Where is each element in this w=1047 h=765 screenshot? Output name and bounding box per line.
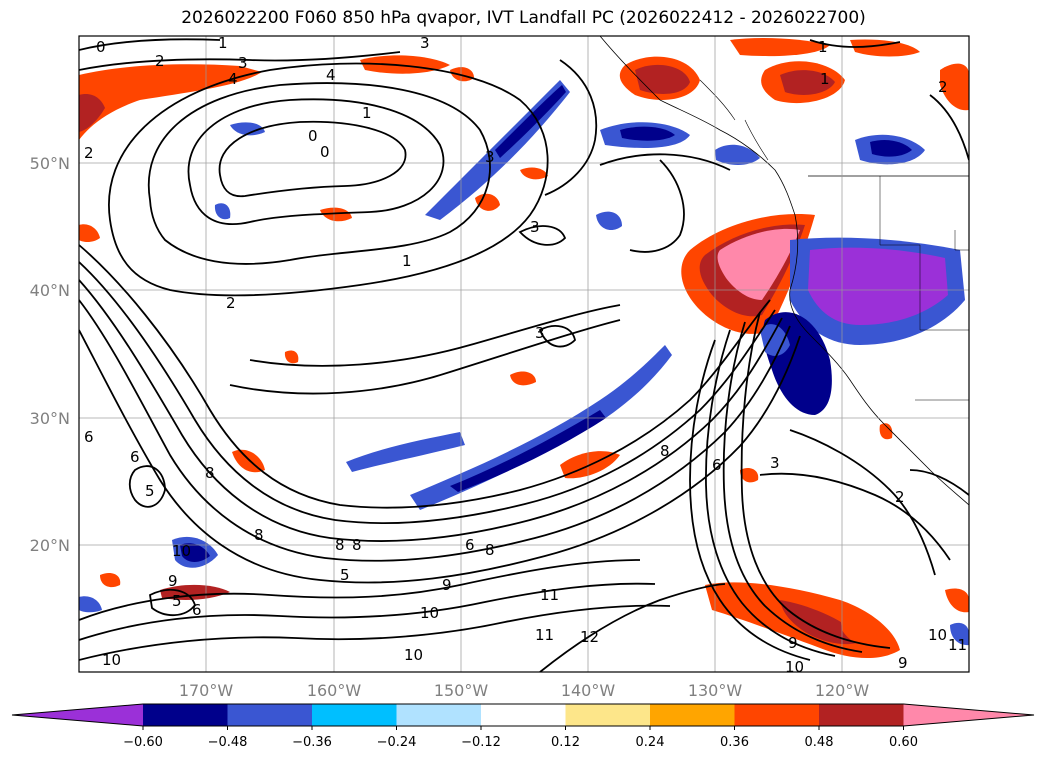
contour-label: 2 (938, 78, 948, 96)
colorbar-tick-label: −0.48 (208, 735, 248, 750)
contour-label: 11 (948, 636, 967, 654)
colorbar-tick-label: 0.60 (889, 735, 918, 750)
colorbar-tick-label: 0.48 (805, 735, 834, 750)
contour-label: 9 (168, 572, 178, 590)
plot-frame (78, 35, 970, 673)
contour-label: 5 (145, 482, 155, 500)
contour-label: 10 (785, 658, 804, 676)
lat-tick-label: 20°N (30, 536, 70, 555)
colorbar-tick-label: 0.24 (636, 735, 665, 750)
contour-label: 3 (485, 148, 495, 166)
lon-tick-label: 130°W (688, 681, 743, 700)
colorbar-bin (312, 704, 397, 726)
contour-label: 2 (226, 294, 236, 312)
colorbar-extend-high (903, 704, 1034, 726)
lat-tick-label: 30°N (30, 409, 70, 428)
lat-tick-label: 50°N (30, 154, 70, 173)
colorbar-bin (481, 704, 566, 726)
colorbar-tick-label: 0.36 (720, 735, 749, 750)
lon-tick-label: 120°W (815, 681, 870, 700)
contour-label: 11 (535, 626, 554, 644)
contour-label: 8 (205, 464, 215, 482)
contour-label: 6 (465, 536, 475, 554)
colorbar-extend-low (12, 704, 143, 726)
contour-label: 10 (172, 542, 191, 560)
contour-label: 11 (540, 586, 559, 604)
longitude-axis: 170°W 160°W 150°W 140°W 130°W 120°W (179, 681, 870, 700)
contour-label: 1 (818, 38, 828, 56)
lon-tick-label: 140°W (561, 681, 616, 700)
colorbar-bin (565, 704, 651, 726)
contour-label: 5 (340, 566, 350, 584)
contour-label: 3 (535, 324, 545, 342)
negative-anomaly-band (410, 345, 672, 510)
contour-label: 1 (820, 70, 830, 88)
colorbar: −0.60 −0.48 −0.36 −0.24 −0.12 0.12 0.24 0.36 0.4… (11, 703, 1035, 750)
contour-label: 12 (580, 628, 599, 646)
colorbar-tick-label: −0.12 (461, 735, 501, 750)
contour-label: 8 (335, 536, 345, 554)
colorbar-bin (734, 704, 820, 726)
contour-labels: 0 1 2 3 4 4 3 1 0 0 2 3 3 1 2 3 1 2 1 6 … (84, 34, 967, 676)
contour-label: 9 (442, 576, 452, 594)
contour-label: 3 (770, 454, 780, 472)
gridlines (79, 36, 969, 672)
lon-tick-label: 150°W (434, 681, 489, 700)
colorbar-tick-label: −0.24 (377, 735, 417, 750)
contour-label: 8 (660, 442, 670, 460)
contour-label: 1 (362, 104, 372, 122)
lon-tick-label: 160°W (307, 681, 362, 700)
contour-label: 8 (254, 526, 264, 544)
colorbar-tick-label: −0.60 (123, 735, 163, 750)
colorbar-bin (227, 704, 313, 726)
ivt-contours (79, 38, 969, 672)
lat-tick-label: 40°N (30, 281, 70, 300)
contour-label: 4 (228, 70, 238, 88)
contour-label: 3 (420, 34, 430, 52)
colorbar-bin (396, 704, 482, 726)
map-title: 2026022200 F060 850 hPa qvapor, IVT Land… (181, 8, 866, 28)
contour-label: 0 (96, 38, 106, 56)
contour-label: 6 (84, 428, 94, 446)
contour-label: 2 (895, 488, 905, 506)
contour-label: 10 (928, 626, 947, 644)
contour-label: 1 (218, 34, 228, 52)
contour-label: 6 (192, 601, 202, 619)
contour-label: 4 (326, 66, 336, 84)
contour-label: 10 (102, 651, 121, 669)
contour-label: 6 (712, 456, 722, 474)
contour-label: 0 (308, 127, 318, 145)
coastline (599, 36, 969, 506)
contour-label: 2 (84, 144, 94, 162)
contour-label: 8 (485, 541, 495, 559)
colorbar-bin (650, 704, 735, 726)
contour-label: 10 (420, 604, 439, 622)
contour-label: 8 (352, 536, 362, 554)
lon-tick-label: 170°W (179, 681, 234, 700)
contour-label: 3 (238, 54, 248, 72)
colorbar-bin (143, 704, 228, 726)
contour-label: 3 (530, 218, 540, 236)
colorbar-bin (819, 704, 904, 726)
contour-label: 5 (172, 592, 182, 610)
contour-label: 9 (898, 654, 908, 672)
contour-label: 2 (155, 52, 165, 70)
latitude-axis: 50°N 40°N 30°N 20°N (30, 154, 70, 555)
contour-label: 6 (130, 448, 140, 466)
colorbar-tick-label: 0.12 (551, 735, 580, 750)
colorbar-tick-label: −0.36 (292, 735, 332, 750)
map-plot-area: 0 1 2 3 4 4 3 1 0 0 2 3 3 1 2 3 1 2 1 6 … (79, 34, 969, 676)
contour-label: 9 (788, 634, 798, 652)
contour-label: 10 (404, 646, 423, 664)
contour-label: 1 (402, 252, 412, 270)
contour-label: 0 (320, 143, 330, 161)
